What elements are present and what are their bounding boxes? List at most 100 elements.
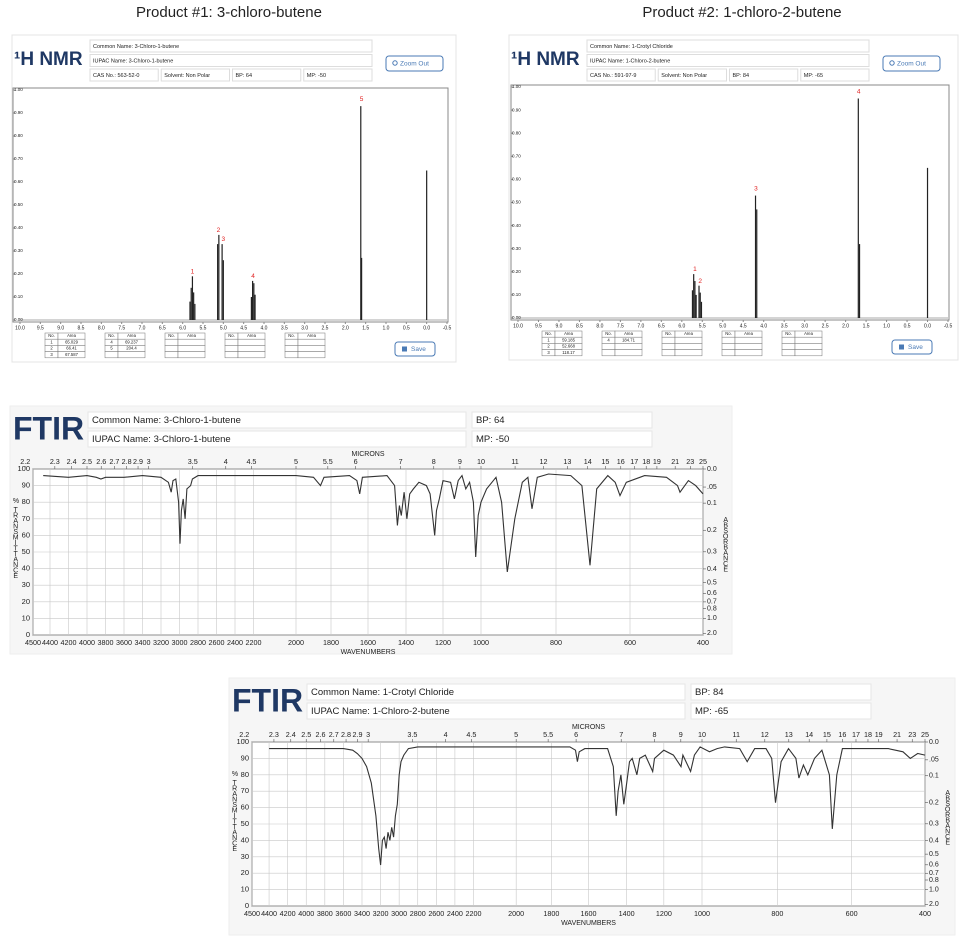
x2-tick-label: 19: [653, 457, 661, 466]
x2-tick-label: 23: [908, 730, 916, 739]
x-tick-label: 3800: [98, 638, 114, 647]
table-value: 59.185: [562, 337, 575, 342]
info-text: MP: -50: [307, 73, 326, 79]
x-tick-label: 4500: [244, 909, 260, 918]
x-tick-label: 1800: [543, 909, 559, 918]
y-tick-label: 50: [241, 819, 249, 828]
save-label[interactable]: Save: [411, 346, 426, 353]
x2-tick-label: 12: [761, 730, 769, 739]
table-cell: [104, 351, 119, 359]
info-text: IUPAC Name: 1-Chloro-2-butene: [311, 706, 450, 717]
y2-tick-label: 0.3: [707, 549, 717, 556]
x2-tick-label: 16: [617, 457, 625, 466]
table-header: Area: [127, 333, 137, 338]
x2-tick-label: 2.3: [269, 730, 279, 739]
table-header: No.: [108, 333, 115, 338]
x-tick-label: 0.0: [924, 323, 931, 329]
x2-tick-label: 4.5: [246, 457, 256, 466]
y-tick-label: 20: [241, 868, 249, 877]
x2-tick-label: 10: [698, 730, 706, 739]
table-header: No.: [48, 333, 55, 338]
peak-label: 5: [360, 96, 364, 103]
x2-tick-label: 3.5: [407, 730, 417, 739]
y-tick-label: 70: [241, 786, 249, 795]
y-tick-label: 70: [22, 514, 30, 523]
x2-tick-label: 2.3: [50, 457, 60, 466]
table-header: No.: [725, 331, 732, 336]
x-tick-label: 2600: [428, 909, 444, 918]
info-text: Common Name: 1-Crotyl Chloride: [311, 687, 454, 698]
plot-frame: [12, 87, 449, 323]
table-cell: [297, 338, 326, 346]
save-button[interactable]: [891, 339, 933, 355]
y2-tick-label: 0.4: [707, 566, 717, 573]
x2-tick-label: 14: [805, 730, 813, 739]
table-header: Area: [684, 331, 694, 336]
info-text: Common Name: 1-Crotyl Chloride: [590, 44, 673, 50]
info-box: [303, 68, 373, 82]
table-header: Area: [187, 333, 197, 338]
peak-label: 3: [754, 185, 758, 192]
x-tick-label: 1600: [360, 638, 376, 647]
spectrum-title: FTIR: [13, 410, 84, 446]
x-tick-label: 2200: [465, 909, 481, 918]
info-box: [232, 68, 302, 82]
info-box: [586, 54, 870, 67]
info-box: [586, 39, 870, 53]
y-tick-label: 10: [241, 885, 249, 894]
x2-tick-label: 25: [921, 730, 929, 739]
x-tick-label: 3400: [135, 638, 151, 647]
x-tick-label: 1400: [619, 909, 635, 918]
info-box: [471, 430, 653, 448]
x-tick-label: 2800: [190, 638, 206, 647]
table-cell: [177, 351, 206, 359]
save-button[interactable]: [394, 341, 436, 357]
x-tick-label: 4.0: [261, 325, 268, 331]
x2-tick-label: 5: [294, 457, 298, 466]
x2-tick-label: 2.4: [286, 730, 296, 739]
zoom-out-button[interactable]: [882, 55, 941, 72]
zoom-out-button[interactable]: [385, 55, 444, 72]
y-axis-unit: %: [13, 498, 19, 505]
y-tick-label: 20: [22, 597, 30, 606]
x2-tick-label: 2.7: [109, 457, 119, 466]
table-value: 3: [50, 352, 53, 357]
y2-tick-label: 0.7: [929, 870, 939, 877]
table-header: Area: [624, 331, 634, 336]
info-box: [89, 54, 373, 67]
y-tick-label: 0.60: [14, 179, 23, 184]
x-tick-label: 10.0: [15, 325, 25, 331]
x2-tick-label: 7: [619, 730, 623, 739]
table-cell: [177, 345, 206, 352]
y-tick-label: 100: [236, 737, 249, 746]
y-tick-label: 0.10: [14, 294, 23, 299]
table-cell: [614, 349, 643, 357]
y2-tick-label: 0.4: [929, 838, 939, 845]
x-tick-label: 3600: [116, 638, 132, 647]
x-tick-label: 0.5: [904, 323, 911, 329]
table-header: Area: [307, 333, 317, 338]
x-tick-label: 3.0: [301, 325, 308, 331]
y-tick-label: 0.20: [512, 269, 521, 274]
x-tick-label: 4.5: [240, 325, 247, 331]
y-tick-label: 1.00: [512, 84, 521, 89]
info-text: CAS No.: 591-97-9: [590, 73, 636, 79]
peak-label: 4: [251, 273, 255, 280]
x2-tick-label: 3: [147, 457, 151, 466]
zoom-out-label[interactable]: Zoom Out: [400, 61, 429, 68]
x2-tick-label: 21: [893, 730, 901, 739]
y2-tick-label: 0.7: [707, 599, 717, 606]
save-label[interactable]: Save: [908, 344, 923, 351]
x-tick-label: 4200: [61, 638, 77, 647]
table-value: 4: [607, 337, 610, 342]
peak-label: 1: [693, 266, 697, 273]
x-tick-label: 9.0: [57, 325, 64, 331]
y2-tick-label: 0.2: [929, 799, 939, 806]
x-tick-label: 1200: [656, 909, 672, 918]
y2-axis-title: ABSORBANCE: [944, 790, 951, 845]
x2-tick-label: 2.5: [82, 457, 92, 466]
info-text: IUPAC Name: 3-Chloro-1-butene: [92, 434, 231, 445]
x2-tick-label: 17: [852, 730, 860, 739]
zoom-out-label[interactable]: Zoom Out: [897, 61, 926, 68]
y2-tick-label: .05: [929, 757, 939, 764]
